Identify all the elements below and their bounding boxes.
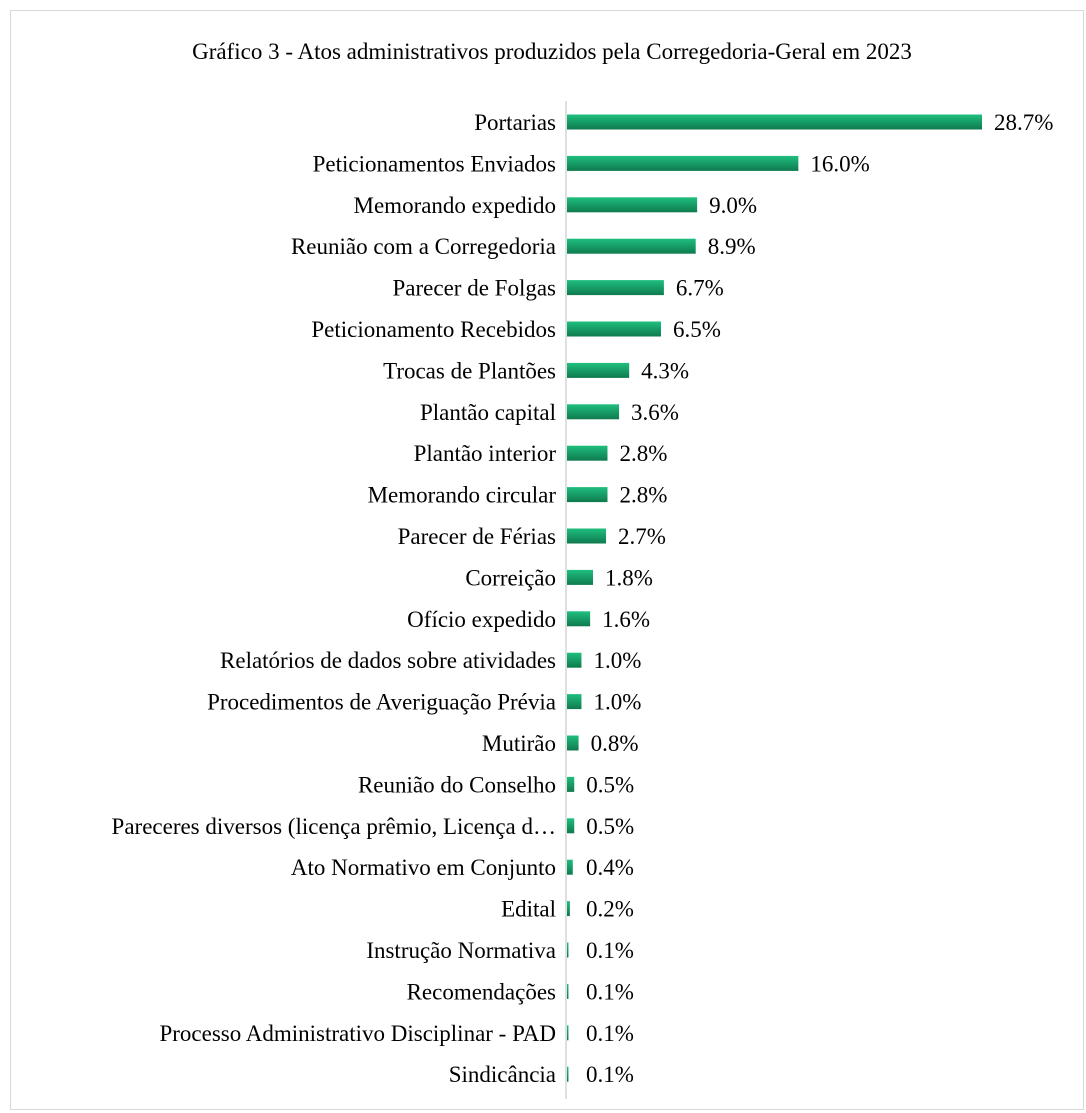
category-label: Memorando expedido [354, 193, 556, 218]
value-label: 28.7% [994, 110, 1053, 135]
value-label: 2.7% [618, 524, 666, 549]
category-label: Plantão interior [414, 441, 557, 466]
value-label: 1.6% [602, 607, 650, 632]
value-label: 0.2% [586, 897, 634, 922]
bars-layer [567, 114, 982, 1082]
value-label: 1.8% [605, 565, 653, 590]
bar [567, 1025, 569, 1041]
value-label: 0.4% [586, 855, 634, 880]
bar [567, 694, 582, 710]
value-label: 2.8% [619, 441, 667, 466]
value-label: 3.6% [631, 400, 679, 425]
bar [567, 611, 591, 627]
category-label: Ofício expedido [407, 607, 556, 632]
bar [567, 983, 569, 999]
value-label: 0.1% [586, 938, 634, 963]
bar [567, 238, 696, 254]
bar [567, 942, 569, 958]
bar [567, 155, 799, 171]
category-label: Parecer de Férias [398, 524, 556, 549]
bar [567, 487, 608, 503]
value-label: 1.0% [593, 690, 641, 715]
category-label: Mutirão [482, 731, 556, 756]
value-label: 0.5% [586, 772, 634, 797]
category-label: Parecer de Folgas [393, 276, 557, 301]
value-label: 9.0% [709, 193, 757, 218]
category-label: Pareceres diversos (licença prêmio, Lice… [112, 814, 556, 839]
bar [567, 197, 698, 213]
value-labels: 28.7% 16.0% 9.0% 8.9% 6.7% 6.5% 4.3% 3.6% 2.8% 2.… [586, 110, 1053, 1087]
bar [567, 859, 573, 875]
category-label: Edital [501, 897, 556, 922]
value-label: 0.8% [591, 731, 639, 756]
category-label: Trocas de Plantões [383, 358, 556, 383]
value-label: 0.1% [586, 1021, 634, 1046]
value-label: 0.5% [586, 814, 634, 839]
category-label: Processo Administrativo Disciplinar - PA… [159, 1021, 556, 1046]
bar [567, 362, 630, 378]
bar [567, 528, 607, 544]
bar [567, 114, 982, 130]
value-label: 8.9% [708, 234, 756, 259]
category-label: Portarias [474, 110, 556, 135]
category-labels: Portarias Peticionamentos Enviados Memoran… [112, 110, 557, 1087]
category-label: Memorando circular [368, 483, 557, 508]
bar [567, 445, 608, 461]
bar [567, 776, 575, 792]
bar [567, 321, 661, 337]
bar [567, 1066, 569, 1082]
category-label: Sindicância [449, 1062, 556, 1087]
category-label: Correição [465, 565, 556, 590]
bar [567, 735, 579, 751]
bar [567, 652, 582, 668]
category-label: Peticionamento Recebidos [311, 317, 556, 342]
value-label: 16.0% [810, 151, 869, 176]
chart-frame: Gráfico 3 - Atos administrativos produzi… [10, 10, 1084, 1110]
category-label: Instrução Normativa [366, 938, 556, 963]
bar [567, 569, 594, 585]
category-label: Reunião com a Corregedoria [291, 234, 556, 259]
category-label: Recomendações [407, 979, 556, 1004]
value-label: 4.3% [641, 358, 689, 383]
bar-chart: Gráfico 3 - Atos administrativos produzi… [112, 39, 1053, 1099]
category-label: Procedimentos de Averiguação Prévia [207, 690, 556, 715]
value-label: 0.1% [586, 1062, 634, 1087]
bar [567, 404, 620, 420]
category-label: Ato Normativo em Conjunto [291, 855, 556, 880]
value-label: 2.8% [619, 483, 667, 508]
bar [567, 901, 570, 917]
category-label: Peticionamentos Enviados [313, 151, 556, 176]
value-label: 6.7% [676, 276, 724, 301]
chart-title: Gráfico 3 - Atos administrativos produzi… [192, 39, 912, 64]
category-label: Reunião do Conselho [358, 772, 556, 797]
bar [567, 280, 664, 296]
value-label: 1.0% [593, 648, 641, 673]
category-label: Relatórios de dados sobre atividades [220, 648, 556, 673]
value-label: 6.5% [673, 317, 721, 342]
value-label: 0.1% [586, 979, 634, 1004]
bar [567, 818, 575, 834]
category-label: Plantão capital [420, 400, 556, 425]
